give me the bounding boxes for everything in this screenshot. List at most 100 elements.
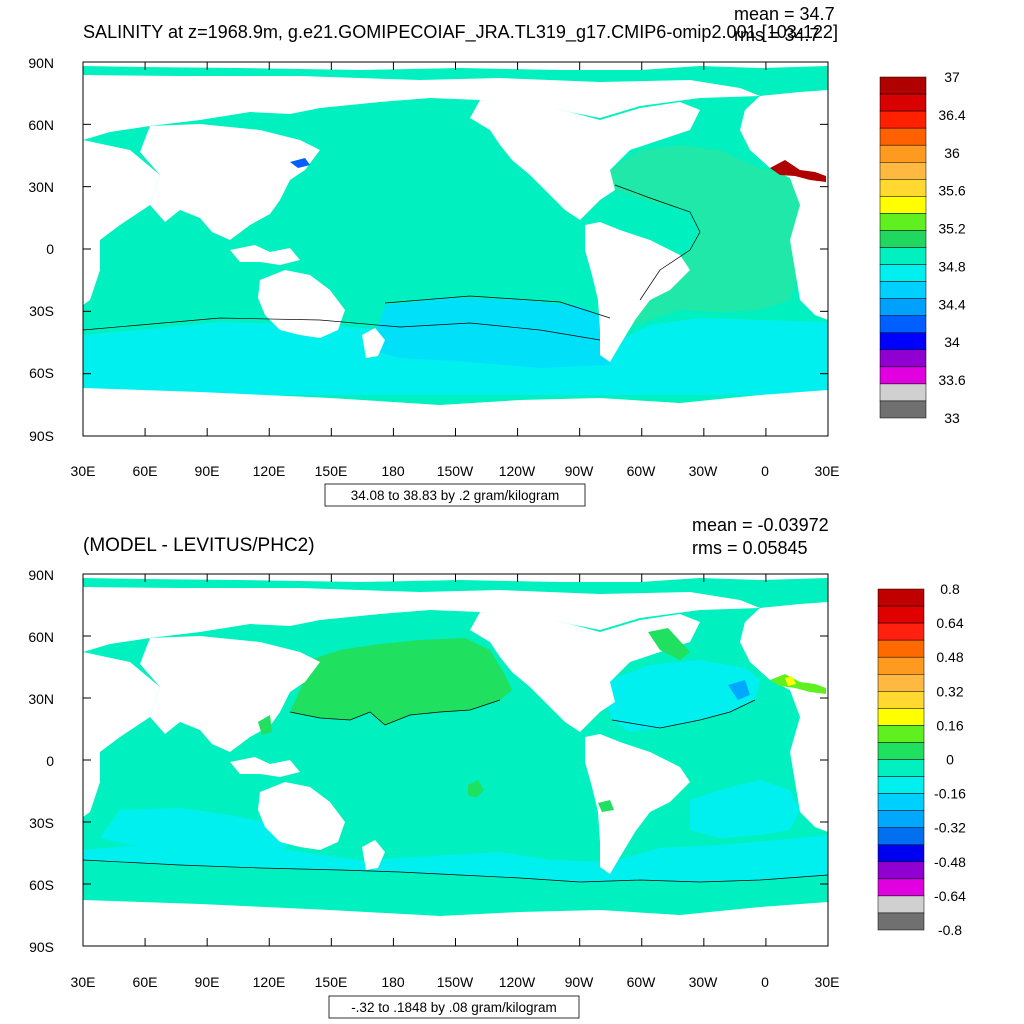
colorbar-label: -0.64 (934, 888, 966, 904)
land-africa-east (83, 652, 160, 817)
salinity-panel: SALINITY at z=1968.9m, g.e21.GOMIPECOIAF… (28, 4, 966, 507)
salinity-title: SALINITY at z=1968.9m, g.e21.GOMIPECOIAF… (83, 21, 838, 43)
land-new-zealand (362, 328, 385, 358)
colorbar-swatch (877, 588, 925, 607)
difference-x-tick: 120E (253, 974, 286, 990)
salinity-south-pacific-lobe (370, 298, 610, 368)
land-new-zealand (362, 840, 385, 870)
colorbar-swatch (877, 605, 925, 624)
salinity-x-tick: 0 (761, 463, 769, 479)
land-south-america (585, 222, 690, 362)
difference-y-tick: 30N (28, 691, 54, 707)
salinity-contour-south (83, 317, 601, 341)
colorbar-swatch (879, 213, 927, 231)
colorbar-label: -0.48 (934, 854, 966, 870)
salinity-x-tick: 90E (195, 463, 220, 479)
difference-x-tick: 60E (133, 974, 158, 990)
land-africa-east (83, 140, 160, 305)
salinity-x-tick: 60E (133, 463, 158, 479)
land-antarctica (83, 388, 828, 436)
colorbar-swatch (877, 861, 925, 880)
difference-y-tick: 30S (29, 815, 54, 831)
colorbar-swatch (879, 332, 927, 351)
salinity-x-tick: 60W (627, 463, 657, 479)
colorbar-label: 33.6 (938, 372, 965, 388)
salinity-x-tick: 120E (253, 463, 286, 479)
difference-atlantic-blue-spot (728, 680, 750, 700)
colorbar-swatch (879, 264, 927, 282)
difference-mediterranean-core (785, 676, 796, 686)
colorbar-label: 0.16 (936, 717, 963, 733)
colorbar-swatch (877, 759, 925, 777)
colorbar-label: 0 (946, 752, 954, 768)
land-australia (258, 270, 345, 338)
difference-y-axis: 90N 60N 30N 0 30S 60S 90S (28, 567, 54, 955)
land-maritime-continent (230, 757, 300, 777)
colorbar-swatch (877, 674, 925, 692)
difference-spot (468, 780, 484, 798)
salinity-x-tick: 180 (381, 463, 405, 479)
difference-x-tick: 30W (689, 974, 719, 990)
difference-x-tick: 150E (315, 974, 348, 990)
salinity-mediterranean-outflow (770, 160, 826, 182)
difference-x-tick: 180 (381, 974, 405, 990)
colorbar-label: 37 (944, 69, 960, 85)
colorbar-swatch (879, 281, 927, 299)
colorbar-swatch (879, 247, 927, 265)
difference-contour-atlantic (611, 699, 756, 729)
difference-y-tick: 0 (46, 753, 54, 769)
land-asia (140, 124, 320, 240)
difference-x-tick: 90E (195, 974, 220, 990)
land-south-america (585, 734, 690, 874)
colorbar-swatch (877, 912, 925, 931)
difference-map (83, 574, 828, 946)
colorbar-swatch (877, 793, 925, 811)
difference-range-box (328, 995, 580, 1019)
salinity-x-tick: 90W (565, 463, 595, 479)
difference-ocean-fill (83, 574, 828, 946)
colorbar-label: 34 (944, 334, 960, 350)
land-europe-africa (740, 90, 828, 320)
difference-panel: (MODEL - LEVITUS/PHC2) mean = -0.03972 r… (28, 515, 966, 1019)
colorbar-swatch (877, 622, 925, 641)
colorbar-label: 0.32 (936, 683, 963, 699)
salinity-sea-of-japan (290, 158, 310, 168)
difference-x-tick: 30E (815, 974, 840, 990)
salinity-y-tick: 30N (28, 179, 54, 195)
land-asia (140, 636, 320, 752)
colorbar-swatch (877, 827, 925, 846)
difference-y-tick: 60N (28, 629, 54, 645)
difference-y-tick: 60S (29, 877, 54, 893)
salinity-y-tick: 30S (29, 303, 54, 319)
difference-mediterranean-outflow (770, 674, 826, 694)
colorbar-swatch (879, 110, 927, 129)
colorbar-swatch (879, 144, 927, 163)
colorbar-label: -0.8 (938, 922, 962, 938)
salinity-x-tick: 120W (499, 463, 536, 479)
salinity-colorbar: 37 36.4 36 35.6 35.2 34.8 34.4 34 33.6 33 (879, 69, 966, 426)
colorbar-label: 0.64 (936, 615, 963, 631)
salinity-y-tick: 0 (46, 241, 54, 257)
difference-x-tick: 120W (499, 974, 536, 990)
difference-x-tick: 60W (627, 974, 657, 990)
land-antarctica (83, 900, 828, 946)
colorbar-swatch (879, 366, 927, 385)
colorbar-swatch (879, 76, 927, 95)
colorbar-label: 0.48 (936, 649, 963, 665)
colorbar-swatch (879, 162, 927, 180)
difference-x-tick: 150W (437, 974, 474, 990)
salinity-tickmarks (82, 61, 829, 437)
land-northern-band (83, 587, 760, 652)
colorbar-swatch (877, 708, 925, 726)
colorbar-swatch (879, 315, 927, 334)
difference-mean: mean = -0.03972 (692, 515, 829, 535)
land-north-america (470, 612, 700, 732)
colorbar-swatch (879, 349, 927, 368)
difference-x-tick: 30E (71, 974, 96, 990)
colorbar-swatch (877, 810, 925, 828)
salinity-rms: rms = 34.7 (734, 25, 820, 45)
colorbar-swatch (877, 878, 925, 897)
difference-contour-south (83, 859, 828, 883)
colorbar-label: -0.16 (934, 786, 966, 802)
colorbar-swatch (877, 742, 925, 760)
